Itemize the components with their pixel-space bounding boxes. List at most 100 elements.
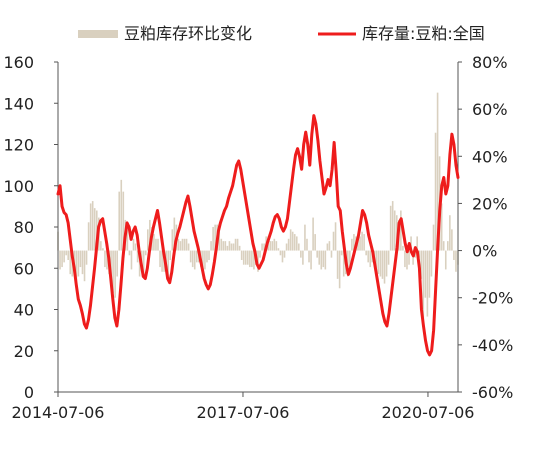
change-bar <box>426 250 429 317</box>
change-bar <box>404 250 406 268</box>
change-bar <box>242 250 245 265</box>
change-bar <box>91 201 94 251</box>
left-tick-label: 20 <box>14 342 34 361</box>
change-bar <box>349 250 351 270</box>
change-bar <box>63 250 65 263</box>
change-bar <box>347 250 349 277</box>
change-bar <box>79 250 82 268</box>
change-bar <box>351 238 353 251</box>
change-bar <box>234 238 237 251</box>
change-bar <box>314 234 316 251</box>
change-bar <box>77 250 80 277</box>
change-bar <box>220 238 223 251</box>
right-tick-label: -20% <box>472 289 513 308</box>
change-bar <box>69 250 72 275</box>
inventory-line <box>56 114 460 357</box>
right-tick-label: 80% <box>472 53 508 72</box>
change-bar <box>281 250 284 263</box>
change-bar <box>232 243 235 251</box>
change-bar <box>204 250 206 270</box>
change-bar <box>308 250 310 263</box>
change-bar <box>193 250 196 270</box>
change-bar <box>167 250 169 277</box>
change-bar <box>393 210 396 251</box>
change-bar <box>181 238 184 251</box>
change-bar <box>395 215 398 251</box>
change-bar <box>451 229 453 251</box>
change-bar <box>104 250 106 268</box>
right-tick-label: 40% <box>472 147 508 166</box>
change-bar <box>381 250 384 279</box>
change-bar <box>275 241 278 251</box>
change-bar <box>65 250 67 256</box>
change-bar <box>287 238 290 251</box>
left-tick-label: 60 <box>14 259 34 278</box>
change-bar <box>261 243 263 251</box>
change-bar <box>177 238 180 251</box>
change-bar <box>126 229 129 251</box>
change-bar <box>400 210 402 251</box>
change-bar <box>383 250 386 284</box>
change-bar <box>447 241 449 251</box>
change-bar <box>83 250 86 282</box>
change-bar <box>440 203 443 251</box>
change-bar <box>453 250 455 260</box>
change-bar <box>277 248 280 251</box>
change-bar <box>402 245 404 251</box>
legend-label-change-bars: 豆粕库存环比变化 <box>124 24 252 43</box>
change-bar <box>67 250 69 260</box>
left-tick-label: 100 <box>3 177 34 196</box>
change-bar <box>142 250 145 275</box>
change-bar <box>342 250 345 277</box>
change-bar <box>116 250 118 277</box>
change-bar <box>359 236 361 251</box>
change-bar <box>328 241 331 251</box>
change-bar <box>206 250 208 263</box>
change-bar <box>259 250 261 258</box>
change-bar <box>367 250 369 263</box>
change-bar <box>134 243 137 251</box>
change-bar <box>244 250 247 265</box>
change-bar <box>330 250 333 258</box>
change-bar <box>159 250 161 268</box>
change-bars-series <box>57 92 459 329</box>
change-bar <box>283 250 286 258</box>
change-bar <box>449 215 451 251</box>
change-bar <box>271 241 274 251</box>
change-bar <box>326 243 329 251</box>
change-bar <box>418 250 421 258</box>
change-bar <box>138 250 141 277</box>
change-bar <box>224 241 227 251</box>
change-bar <box>304 224 306 251</box>
change-bar <box>61 250 63 268</box>
change-bar <box>412 250 414 265</box>
tick-labels: 0 20 40 60 80 100 120 140 160 -60% -40% -20% 0% 20% 40… <box>3 53 513 422</box>
change-bar <box>293 234 296 251</box>
change-bar <box>334 222 337 251</box>
change-bar <box>218 224 221 251</box>
change-bar <box>430 250 433 277</box>
change-bar <box>387 250 390 265</box>
right-tick-label: 20% <box>472 194 508 213</box>
change-bar <box>208 250 210 260</box>
change-bar <box>332 231 335 251</box>
change-bar <box>169 250 172 260</box>
change-bar <box>59 250 61 270</box>
change-bar <box>455 250 457 272</box>
change-bar <box>147 229 149 251</box>
change-bar <box>289 229 292 251</box>
change-bar <box>161 250 163 272</box>
change-bar <box>187 243 190 251</box>
axes <box>54 61 462 397</box>
change-bar <box>406 250 408 270</box>
change-bar <box>144 250 147 256</box>
left-tick-label: 120 <box>3 136 34 155</box>
change-bar <box>251 250 253 268</box>
change-bar <box>102 248 104 251</box>
legend-swatch-change-bars <box>78 30 118 38</box>
change-bar <box>122 191 125 251</box>
change-bar <box>422 250 425 329</box>
legend-label-inventory-line: 库存量:豆粕:全国 <box>362 24 485 43</box>
change-bar <box>153 234 155 251</box>
change-bar <box>93 208 96 251</box>
